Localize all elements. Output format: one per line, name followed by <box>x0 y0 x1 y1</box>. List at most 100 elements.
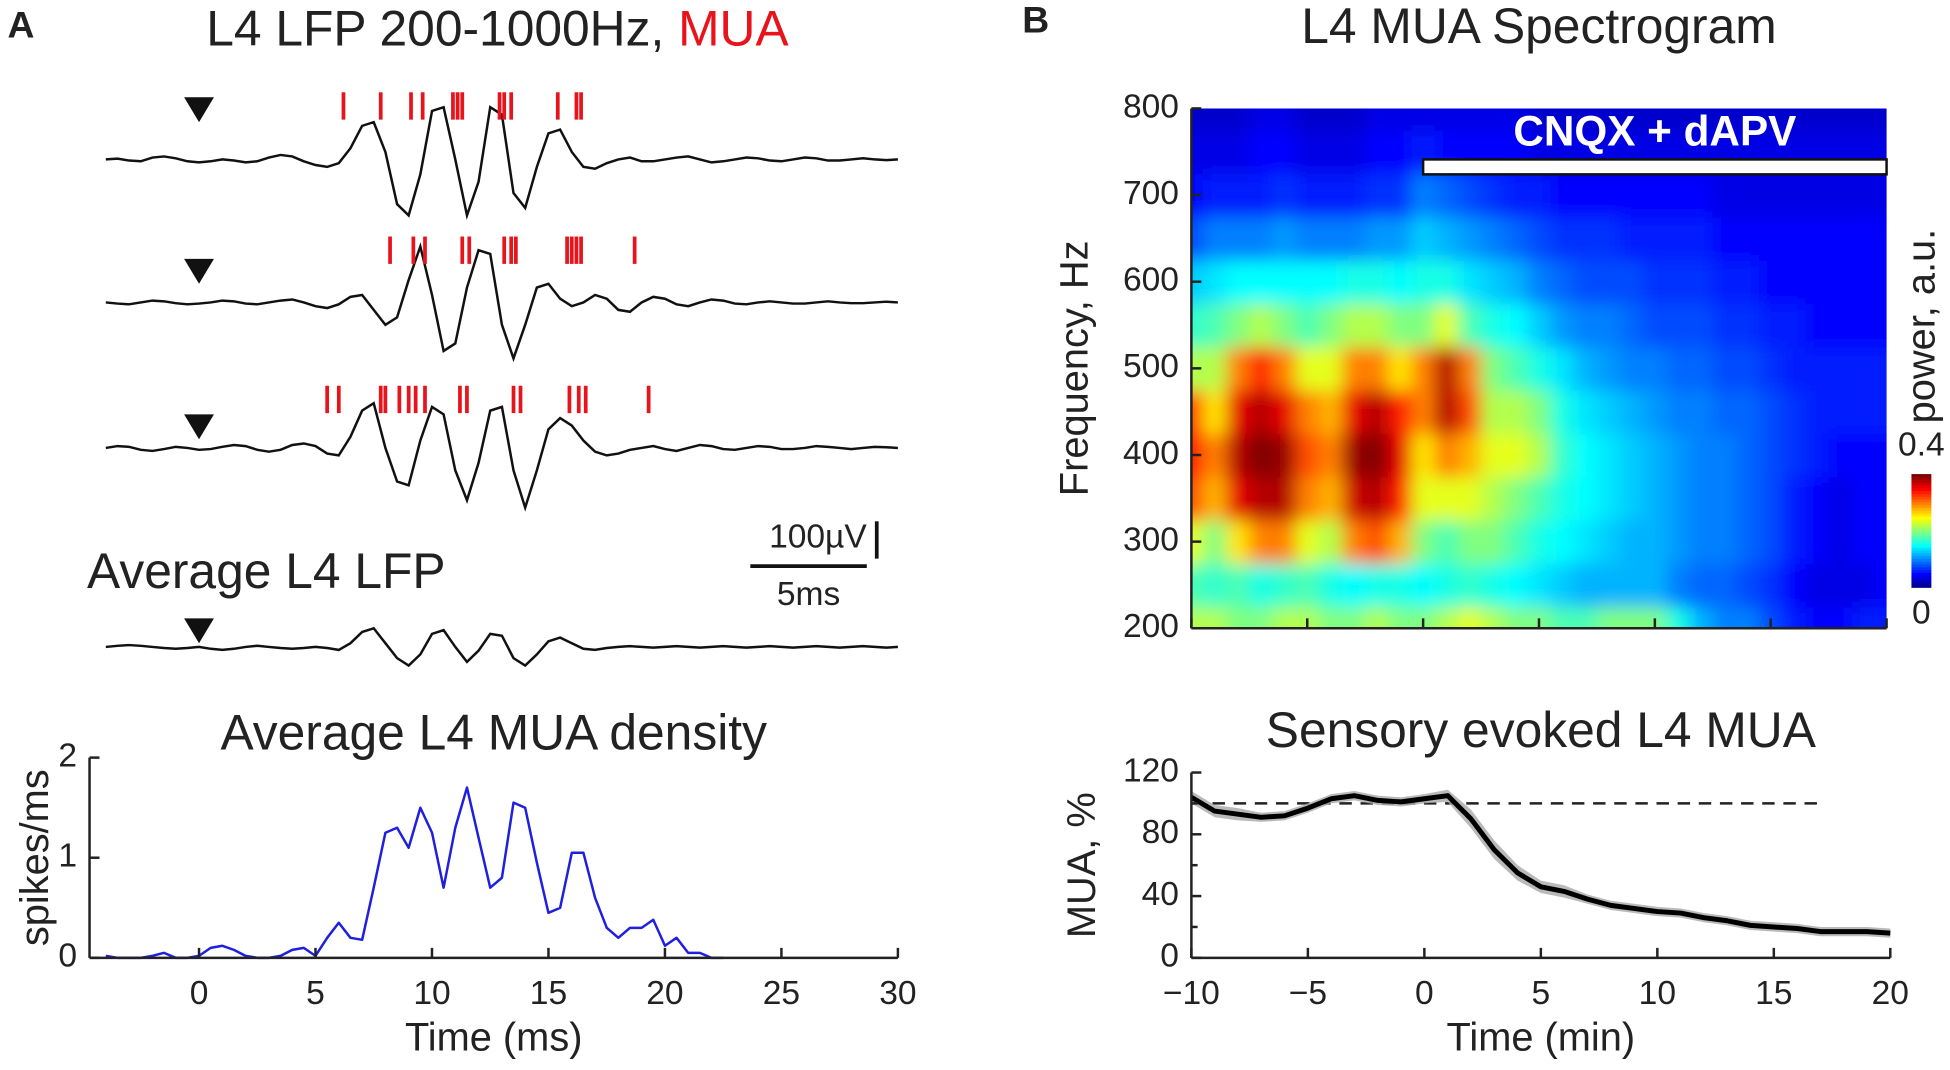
heatmap-cell <box>1249 433 1274 478</box>
heatmap-cell <box>1782 606 1807 629</box>
heatmap-cell <box>1295 130 1320 175</box>
heatmap-cell <box>1689 346 1714 391</box>
x-tick-label: 25 <box>763 975 800 1012</box>
heatmap-cell <box>1712 563 1737 608</box>
heatmap-cell <box>1689 606 1714 629</box>
heatmap-cell <box>1620 390 1644 434</box>
heatmap-cell <box>1712 173 1737 218</box>
heatmap-cell <box>1782 563 1807 608</box>
y-tick-label: 200 <box>1123 608 1179 645</box>
heatmap-cell <box>1202 173 1227 218</box>
heatmap-cell <box>1342 260 1366 304</box>
heatmap-cell <box>1191 216 1204 261</box>
heatmap-cell <box>1318 216 1343 261</box>
heatmap-cell <box>1318 476 1343 521</box>
heatmap-cell <box>1226 173 1250 218</box>
heatmap-cell <box>1249 390 1274 434</box>
heatmap-cell <box>1411 108 1436 131</box>
heatmap-cell <box>1226 303 1250 348</box>
heatmap-cell <box>1782 476 1807 521</box>
heatmap-cell <box>1874 303 1887 348</box>
heatmap-cell <box>1365 346 1389 391</box>
heatmap-cell <box>1643 260 1668 304</box>
heatmap-cell <box>1388 563 1413 608</box>
heatmap-cell <box>1689 519 1714 564</box>
heatmap-cell <box>1295 260 1320 304</box>
heatmap-cell <box>1272 173 1297 218</box>
heatmap-cell <box>1759 346 1783 391</box>
heatmap-cell <box>1411 303 1436 348</box>
heatmap-cell <box>1318 519 1343 564</box>
x-tick-label: −5 <box>1289 975 1327 1012</box>
y-tick-label: 80 <box>1142 814 1179 851</box>
x-tick-label: 0 <box>190 975 209 1012</box>
heatmap-cell <box>1759 390 1783 434</box>
heatmap-cell <box>1457 216 1482 261</box>
stimulus-marker <box>184 414 214 440</box>
heatmap-cell <box>1874 476 1887 521</box>
heatmap-cell <box>1295 433 1320 478</box>
heatmap-cell <box>1573 108 1598 131</box>
heatmap-cell <box>1191 606 1204 629</box>
heatmap-cell <box>1573 260 1598 304</box>
heatmap-cell <box>1365 519 1389 564</box>
y-axis-label: spikes/ms <box>13 769 57 946</box>
heatmap-cell <box>1191 563 1204 608</box>
heatmap-cell <box>1620 476 1644 521</box>
heatmap-cell <box>1550 303 1575 348</box>
heatmap-cell <box>1272 390 1297 434</box>
heatmap-cell <box>1782 173 1807 218</box>
heatmap-cell <box>1434 476 1459 521</box>
heatmap-cell <box>1318 173 1343 218</box>
heatmap-cell <box>1550 173 1575 218</box>
x-tick-label: −10 <box>1163 975 1220 1012</box>
heatmap-cell <box>1620 606 1644 629</box>
heatmap-cell <box>1689 476 1714 521</box>
heatmap-cell <box>1388 303 1413 348</box>
heatmap-cell <box>1735 303 1760 348</box>
heatmap-cell <box>1643 108 1668 131</box>
heatmap-cell <box>1666 433 1691 478</box>
y-tick-label: 0 <box>1160 938 1179 975</box>
y-tick-label: 800 <box>1123 88 1179 125</box>
heatmap-cell <box>1782 216 1807 261</box>
heatmap-cell <box>1388 173 1413 218</box>
heatmap-cell <box>1318 303 1343 348</box>
heatmap-cell <box>1851 260 1876 304</box>
heatmap-cell <box>1851 108 1876 131</box>
heatmap-cell <box>1249 108 1274 131</box>
heatmap-cell <box>1481 303 1505 348</box>
heatmap-cell <box>1851 216 1876 261</box>
heatmap-cell <box>1191 390 1204 434</box>
heatmap-cell <box>1457 108 1482 131</box>
lfp-trace <box>105 242 898 363</box>
heatmap-cell <box>1226 108 1250 131</box>
heatmap-cell <box>1504 108 1529 131</box>
heatmap-cell <box>1365 130 1389 175</box>
heatmap-cell <box>1272 346 1297 391</box>
heatmap-cell <box>1272 606 1297 629</box>
stimulus-marker <box>184 97 214 123</box>
heatmap-cell <box>1573 303 1598 348</box>
heatmap-cell <box>1388 260 1413 304</box>
heatmap-cell <box>1457 519 1482 564</box>
heatmap-cell <box>1550 519 1575 564</box>
heatmap-cell <box>1272 260 1297 304</box>
heatmap-cell <box>1550 390 1575 434</box>
heatmap-cell <box>1527 563 1552 608</box>
heatmap-cell <box>1481 173 1505 218</box>
heatmap-cell <box>1342 390 1366 434</box>
heatmap-cell <box>1620 260 1644 304</box>
colorbar-segment <box>1911 573 1932 577</box>
heatmap-cell <box>1388 433 1413 478</box>
heatmap-cell <box>1805 476 1830 521</box>
heatmap-cell <box>1226 433 1250 478</box>
heatmap-cell <box>1805 606 1830 629</box>
heatmap-cell <box>1735 346 1760 391</box>
x-axis-label: Time (ms) <box>405 1015 583 1059</box>
heatmap-cell <box>1272 563 1297 608</box>
heatmap-cell <box>1712 346 1737 391</box>
heatmap-cell <box>1689 303 1714 348</box>
colorbar-segment <box>1911 539 1932 543</box>
